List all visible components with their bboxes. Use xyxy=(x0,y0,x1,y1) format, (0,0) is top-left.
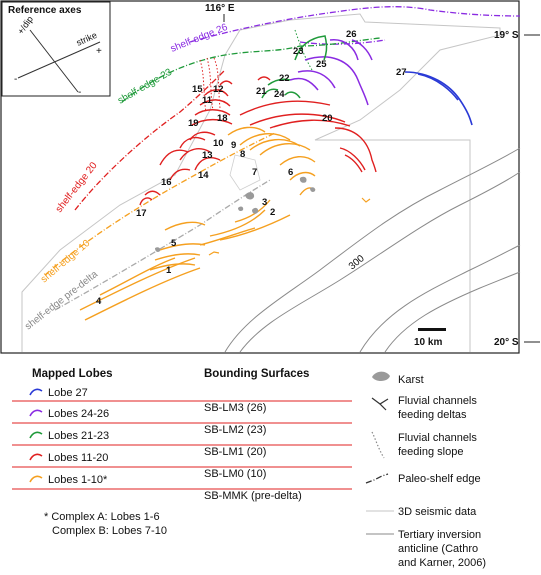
shelf-edge-20-line xyxy=(74,69,226,211)
lobes-27 xyxy=(404,71,473,126)
legend-lobe-27-label: Lobe 27 xyxy=(48,387,88,399)
lobe-number-10: 10 xyxy=(213,138,224,149)
lobe-number-7: 7 xyxy=(252,167,257,178)
fluvial-slope-channels xyxy=(199,29,313,113)
shelf-edge-10-line xyxy=(44,132,276,276)
fluvial-delta-channels xyxy=(208,197,371,256)
surface-sb-lm2-label: SB-LM2 (23) xyxy=(204,424,266,436)
surface-sb-lm1-label: SB-LM1 (20) xyxy=(204,446,266,458)
lobe-number-18: 18 xyxy=(217,113,228,124)
lobe-number-16: 16 xyxy=(161,177,172,188)
scale-bar-label: 10 km xyxy=(414,337,442,348)
lobe-number-6: 6 xyxy=(288,167,293,178)
reference-axes-inset: Reference axes +/dip strike + - - xyxy=(1,1,111,98)
lobe-number-19: 19 xyxy=(188,118,199,129)
legend-lobes-21-23-swatch xyxy=(29,431,43,439)
strike-axis-line xyxy=(17,41,101,79)
seismic-survey-outline xyxy=(21,13,501,352)
lobes-11-20 xyxy=(139,76,377,206)
fluvial-deltas-label-1: Fluvial channels xyxy=(398,395,477,407)
legend-lobes-24-26-swatch xyxy=(29,409,43,417)
longitude-116e-label: 116° E xyxy=(205,3,235,14)
lobe-number-17: 17 xyxy=(136,208,147,219)
legend-lobes-1-10-label: Lobes 1-10* xyxy=(48,474,108,486)
lobe-number-26: 26 xyxy=(346,29,357,40)
surface-sb-lm3-label: SB-LM3 (26) xyxy=(204,402,266,414)
fluvial-deltas-icon-stem xyxy=(379,403,387,411)
lobe-number-14: 14 xyxy=(198,170,209,181)
paleo-shelf-edge-icon xyxy=(365,473,389,484)
lobe-number-3: 3 xyxy=(262,197,267,208)
lobe-number-9: 9 xyxy=(231,140,236,151)
shelf-edge-26-line-east xyxy=(299,39,386,45)
lobe-number-labels: 1 2 3 4 5 6 7 8 9 10 11 12 13 14 15 16 1… xyxy=(96,29,407,307)
paleo-shelf-edge-label: Paleo-shelf edge xyxy=(398,473,481,485)
latitude-20s-label: 20° S xyxy=(494,337,519,348)
karst-patches xyxy=(155,176,316,252)
fluvial-deltas-icon xyxy=(371,397,389,405)
mapped-lobes-title: Mapped Lobes xyxy=(32,368,113,380)
fluvial-slope-label-2: feeding slope xyxy=(398,446,463,458)
surface-sb-mmk-label: SB-MMK (pre-delta) xyxy=(204,490,302,502)
karst-label: Karst xyxy=(398,374,424,386)
tertiary-anticline-label-3: and Karner, 2006) xyxy=(398,557,486,569)
lobe-number-21: 21 xyxy=(256,86,267,97)
legend-lobes-11-20-swatch xyxy=(29,453,43,461)
legend: Mapped Lobes Bounding Surfaces Lobe 27 L… xyxy=(12,368,486,569)
tertiary-anticline-label-1: Tertiary inversion xyxy=(398,529,481,541)
lobe-number-20: 20 xyxy=(322,113,333,124)
lobe-number-22: 22 xyxy=(279,73,290,84)
legend-lobes-11-20-label: Lobes 11-20 xyxy=(48,452,108,464)
footnote-complex-a: * Complex A: Lobes 1-6 xyxy=(44,511,160,523)
lobe-number-23: 23 xyxy=(293,46,304,57)
legend-lobe-27-swatch xyxy=(29,388,43,396)
lobes-21-23 xyxy=(261,35,328,99)
fluvial-slope-icon xyxy=(371,431,385,459)
legend-lobes-21-23-label: Lobes 21-23 xyxy=(48,430,109,442)
lobe-number-2: 2 xyxy=(270,207,275,218)
lobe-number-11: 11 xyxy=(202,95,213,106)
seismic-data-label: 3D seismic data xyxy=(398,506,477,518)
bounding-surfaces-title: Bounding Surfaces xyxy=(204,368,309,380)
reference-axes-box xyxy=(1,1,111,97)
scale-bar xyxy=(418,328,446,331)
strike-minus-sign: - xyxy=(14,74,17,85)
bounding-surface-lines xyxy=(12,400,352,490)
lobe-number-4: 4 xyxy=(96,296,102,307)
karst-icon xyxy=(372,371,390,382)
fluvial-deltas-label-2: feeding deltas xyxy=(398,409,467,421)
footnote-complex-b: Complex B: Lobes 7-10 xyxy=(52,525,167,537)
lobe-number-13: 13 xyxy=(202,150,213,161)
lobe-number-27: 27 xyxy=(396,67,407,78)
lobe-number-8: 8 xyxy=(240,149,245,160)
legend-lobes-24-26-label: Lobes 24-26 xyxy=(48,408,109,420)
fluvial-slope-label-1: Fluvial channels xyxy=(398,432,477,444)
shelf-edge-23-line xyxy=(121,37,381,103)
strike-plus-sign: + xyxy=(96,46,102,57)
reference-axes-title: Reference axes xyxy=(8,5,82,16)
legend-lobes-1-10-swatch xyxy=(29,475,43,483)
surface-sb-lm0-label: SB-LM0 (10) xyxy=(204,468,266,480)
latitude-19s-label: 19° S xyxy=(494,30,519,41)
tertiary-anticline-label-2: anticline (Cathro xyxy=(398,543,478,555)
seismic-survey-inner-outline xyxy=(229,154,261,191)
lobe-number-1: 1 xyxy=(166,265,172,276)
lobe-number-24: 24 xyxy=(274,89,285,100)
lobe-number-15: 15 xyxy=(192,84,203,95)
dip-minus-sign: - xyxy=(78,87,81,98)
lobe-number-12: 12 xyxy=(213,84,224,95)
lobe-number-25: 25 xyxy=(316,59,327,70)
tertiary-anticline-lines xyxy=(224,147,521,353)
lobe-number-5: 5 xyxy=(171,238,177,249)
dip-axis-line xyxy=(29,29,79,93)
